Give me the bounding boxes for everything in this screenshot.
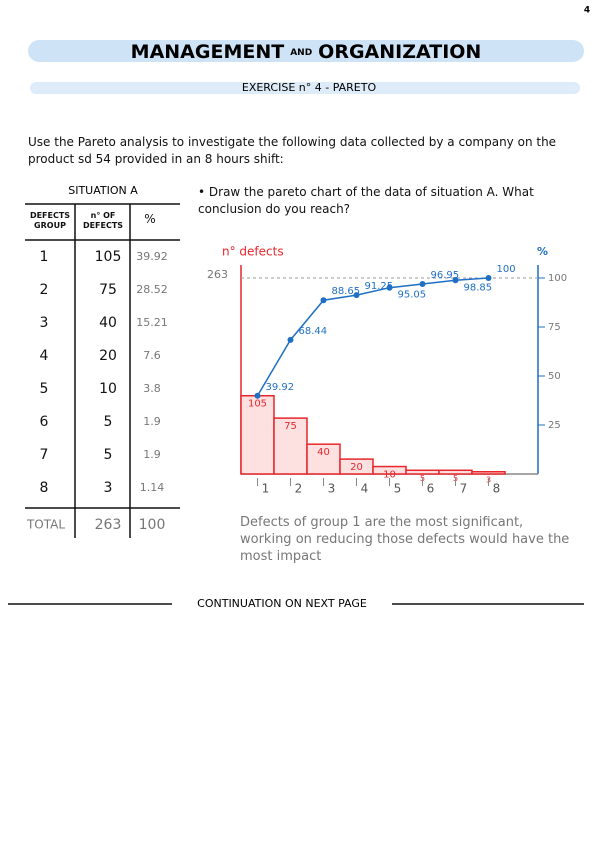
point [386, 284, 393, 291]
title-band [28, 40, 584, 62]
table-title: SITUATION A [68, 184, 138, 197]
table-cell: 1.14 [140, 481, 165, 494]
table-cell: 105 [95, 249, 122, 265]
table-cell: 7.6 [143, 349, 161, 362]
table-cell: 2 [40, 282, 49, 298]
table-cell: 39.92 [136, 250, 168, 263]
bar-label: 40 [317, 447, 330, 458]
subtitle-band [30, 82, 580, 94]
table-cell: 15.21 [136, 316, 168, 329]
table-cell: 3.8 [143, 382, 161, 395]
table-cell: 1.9 [143, 415, 161, 428]
bar [471, 471, 506, 475]
table-cell: 40 [99, 315, 117, 331]
footer: CONTINUATION ON NEXT PAGE [197, 597, 367, 610]
point [452, 277, 459, 284]
y2-tick-label: 50 [548, 371, 561, 382]
point [353, 292, 360, 299]
point-label: 91.25 [365, 281, 394, 292]
intro: Use the Pareto analysis to investigate t… [28, 135, 557, 166]
cumulative-line [256, 277, 489, 397]
point-label: 95.05 [398, 290, 427, 301]
title-and: AND [290, 48, 312, 58]
page-number: 4 [584, 6, 590, 16]
bar-label: 105 [248, 399, 267, 410]
y2-axis-label: % [537, 245, 548, 258]
x-tick-label: 8 [493, 482, 501, 496]
title-left: MANAGEMENT [131, 41, 285, 63]
point [485, 275, 492, 281]
y2-tick-label: 100 [548, 273, 567, 284]
x-tick-label: 4 [361, 482, 369, 496]
table-cell: 7 [40, 447, 49, 463]
x-tick-label: 1 [262, 482, 270, 496]
point [419, 280, 426, 287]
point-label: 68.44 [299, 326, 328, 337]
point-label: 39.92 [266, 382, 295, 393]
x-tick-label: 6 [427, 482, 435, 496]
table-cell: 5 [104, 447, 113, 463]
table-cell: 75 [99, 282, 117, 298]
table-cell: 1.9 [143, 448, 161, 461]
bar-label: 75 [284, 421, 297, 432]
x-tick-label: 3 [328, 482, 336, 496]
table-cell: 6 [40, 414, 49, 430]
table-total: 263 [95, 517, 122, 533]
point-label: 88.65 [332, 286, 361, 297]
column-header: n° OF DEFECTS [82, 211, 124, 230]
point-label: 100 [497, 264, 516, 275]
point-label: 96.95 [431, 270, 460, 281]
question: • Draw the pareto chart of the data of s… [198, 185, 534, 216]
column-header: DEFECTS GROUP [29, 211, 71, 230]
table-cell: 10 [99, 381, 117, 397]
conclusion: Defects of group 1 are the most signific… [240, 515, 570, 564]
table-cell: 8 [40, 480, 49, 496]
x-tick-label: 2 [295, 482, 303, 496]
column-header: % [144, 212, 156, 226]
y2-tick-label: 25 [548, 420, 561, 431]
point [287, 336, 294, 343]
table-cell: 1 [40, 249, 49, 265]
y-axis-label: n° defects [222, 245, 284, 259]
y-tick-label: 263 [207, 268, 228, 281]
subtitle: EXERCISE n° 4 - PARETO [242, 81, 377, 94]
bar [306, 443, 341, 475]
table-cell: 3 [104, 480, 113, 496]
point [320, 297, 327, 304]
table-cell: 5 [40, 381, 49, 397]
table-total: TOTAL [26, 518, 65, 532]
table-total: 100 [139, 517, 166, 533]
bar [240, 394, 275, 475]
x-tick-label: 5 [394, 482, 402, 496]
y2-tick-label: 75 [548, 322, 561, 333]
title-right: ORGANIZATION [318, 41, 481, 63]
table-cell: 4 [40, 348, 49, 364]
point-label: 98.85 [464, 282, 493, 293]
x-tick-label: 7 [460, 482, 468, 496]
table-cell: 3 [40, 315, 49, 331]
bar [273, 417, 308, 475]
bar-label: 10 [383, 470, 396, 481]
table-cell: 5 [104, 414, 113, 430]
title: MANAGEMENT AND ORGANIZATION [131, 41, 482, 63]
bar-label: 20 [350, 462, 363, 473]
table-cell: 20 [99, 348, 117, 364]
point [254, 392, 261, 399]
table-cell: 28.52 [136, 283, 168, 296]
